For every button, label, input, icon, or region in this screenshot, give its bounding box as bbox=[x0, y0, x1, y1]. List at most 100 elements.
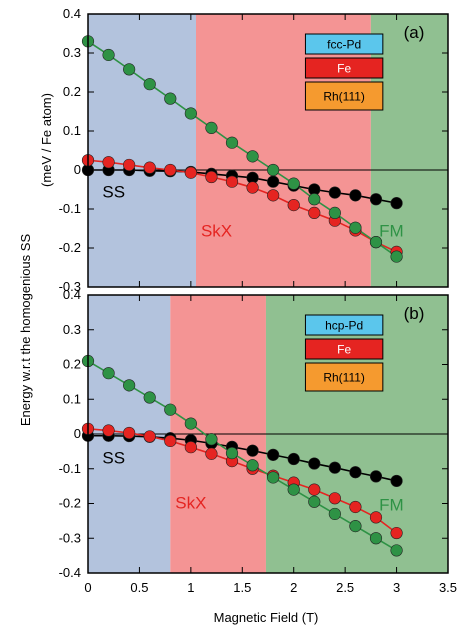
data-point-fm bbox=[369, 236, 383, 249]
data-point-fm bbox=[328, 507, 341, 521]
data-point-skx bbox=[184, 166, 197, 179]
data-point-skx bbox=[246, 181, 259, 194]
data-point-fm bbox=[349, 519, 362, 533]
legend-text: Fe bbox=[337, 62, 351, 76]
y-axis-label: Energy w.r.t the homogenious SS bbox=[18, 234, 33, 427]
series-line-fm bbox=[87, 40, 398, 258]
data-point-fm bbox=[328, 206, 341, 219]
data-point-fm bbox=[246, 459, 259, 472]
region-label-skx: SkX bbox=[175, 494, 206, 513]
data-point-fm bbox=[164, 403, 177, 416]
data-point-skx bbox=[390, 526, 403, 540]
plot-frame bbox=[87, 294, 449, 574]
data-point-fm bbox=[390, 250, 403, 263]
panel-b: 0 0.5 1 1.5 2 2.5 3 3.5 0.4 0.3 0.2 0.1 0 -0.1 -0.2 -0.… bbox=[59, 287, 457, 595]
data-point-fm bbox=[205, 121, 218, 134]
panel-tag: (b) bbox=[404, 304, 425, 323]
data-point-skx bbox=[267, 189, 280, 202]
region-label-ss: SS bbox=[102, 449, 125, 468]
data-point-ss bbox=[328, 461, 341, 474]
data-point-ss bbox=[328, 186, 341, 199]
data-point-skx bbox=[369, 511, 383, 524]
x-tick-label: 1 bbox=[187, 580, 194, 595]
data-point-fm bbox=[369, 532, 383, 545]
x-tick-label: 3.5 bbox=[439, 580, 457, 595]
data-point-ss bbox=[246, 444, 259, 457]
data-point-ss bbox=[369, 470, 383, 483]
region-skx bbox=[196, 14, 371, 287]
series-line-skx bbox=[87, 427, 398, 534]
y-tick-label: 0.3 bbox=[63, 322, 81, 337]
data-point-ss bbox=[287, 452, 300, 466]
data-point-skx bbox=[184, 441, 197, 454]
y-tick-label: 0.2 bbox=[63, 357, 81, 372]
data-point-skx bbox=[123, 426, 136, 440]
data-point-ss bbox=[390, 474, 403, 488]
region-label-fm: FM bbox=[379, 495, 404, 514]
y-tick-label: -0.2 bbox=[59, 240, 81, 255]
region-label-skx: SkX bbox=[201, 221, 232, 240]
legend-text: hcp-Pd bbox=[325, 319, 363, 333]
data-point-ss bbox=[308, 457, 321, 470]
region-label-fm: FM bbox=[379, 221, 404, 240]
y-tick-label: 0.2 bbox=[63, 84, 81, 99]
data-point-skx bbox=[164, 434, 177, 448]
data-point-fm bbox=[164, 92, 177, 105]
x-tick-label: 2.5 bbox=[336, 580, 354, 595]
data-point-fm bbox=[184, 107, 197, 120]
data-point-fm bbox=[143, 78, 156, 91]
data-point-fm bbox=[287, 483, 300, 496]
data-point-fm bbox=[205, 433, 218, 446]
data-point-ss bbox=[267, 175, 280, 188]
data-point-fm bbox=[246, 150, 259, 163]
data-point-skx bbox=[328, 492, 341, 505]
data-point-fm bbox=[267, 163, 280, 177]
region-fm bbox=[370, 14, 448, 287]
data-point-skx bbox=[205, 170, 218, 184]
panel-a: 0.4 0.3 0.2 0.1 0 -0.1 -0.2 -0.3 SS SkX FM fcc-Pd Fe… bbox=[59, 6, 449, 294]
data-point-fm bbox=[308, 193, 321, 206]
x-tick-label: 1.5 bbox=[233, 580, 251, 595]
data-point-skx bbox=[349, 500, 362, 514]
data-point-skx bbox=[143, 430, 156, 443]
y-tick-label: 0.4 bbox=[63, 6, 81, 21]
data-point-fm bbox=[390, 544, 403, 557]
series-line-ss bbox=[88, 434, 397, 482]
x-tick-label: 0 bbox=[84, 580, 91, 595]
x-tick-label: 0.5 bbox=[130, 580, 148, 595]
data-point-fm bbox=[102, 367, 115, 380]
data-point-skx bbox=[205, 447, 218, 460]
y-tick-label: 0.1 bbox=[63, 123, 81, 138]
y-tick-label: -0.1 bbox=[59, 461, 81, 476]
legend-box bbox=[304, 57, 384, 79]
legend-text: Rh(111) bbox=[323, 371, 365, 385]
data-point-skx bbox=[308, 483, 321, 496]
x-tick-label: 3 bbox=[393, 580, 400, 595]
data-point-fm bbox=[123, 63, 136, 76]
series-line-ss bbox=[88, 169, 397, 204]
y-tick-label: 0.3 bbox=[63, 45, 81, 60]
data-point-fm bbox=[225, 447, 239, 460]
legend-text: Fe bbox=[337, 343, 351, 357]
y-tick-label: -0.4 bbox=[59, 565, 81, 580]
legend-box bbox=[304, 362, 384, 392]
data-point-skx bbox=[102, 424, 115, 437]
legend-text: fcc-Pd bbox=[327, 38, 361, 52]
data-point-ss bbox=[349, 189, 362, 202]
y-tick-label: 0.4 bbox=[63, 287, 81, 302]
y-tick-label: -0.1 bbox=[59, 201, 81, 216]
data-point-fm bbox=[225, 136, 239, 149]
y-tick-label: -0.3 bbox=[59, 279, 81, 294]
y-tick-label: 0 bbox=[74, 162, 81, 177]
data-point-skx bbox=[143, 161, 156, 174]
data-point-skx bbox=[123, 158, 136, 172]
data-point-fm bbox=[184, 417, 197, 430]
data-point-fm bbox=[308, 495, 321, 508]
y-axis-unit: (meV / Fe atom) bbox=[39, 93, 54, 187]
y-tick-label: -0.3 bbox=[59, 530, 81, 545]
data-point-skx bbox=[308, 206, 321, 219]
legend-text: Rh(111) bbox=[323, 90, 365, 104]
x-axis-label: Magnetic Field (T) bbox=[214, 610, 319, 625]
panel-tag: (a) bbox=[404, 23, 425, 42]
